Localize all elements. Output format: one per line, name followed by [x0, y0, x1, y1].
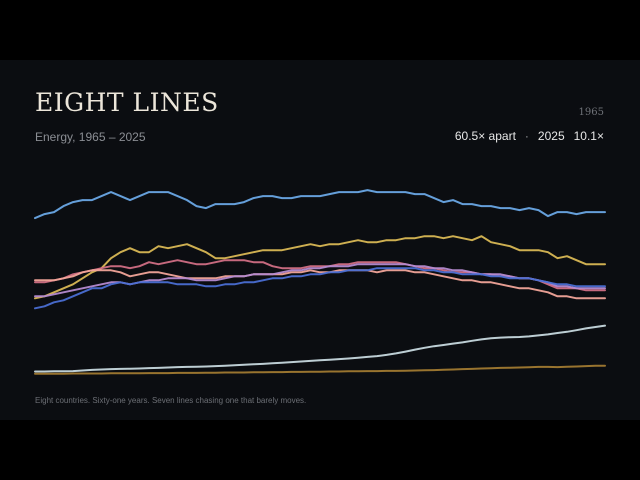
line-chart: [34, 189, 606, 375]
series-line-4: [34, 269, 606, 300]
readout-separator: ·: [524, 129, 529, 143]
series-line-8: [34, 364, 606, 375]
chart-footnote: Eight countries. Sixty-one years. Seven …: [35, 396, 307, 405]
readout-value: 10.1×: [573, 129, 604, 143]
chart-subtitle: Energy, 1965 – 2025: [35, 130, 146, 144]
series-line-1: [34, 189, 606, 220]
readout-ratio: 60.5× apart: [454, 129, 516, 143]
readout-year: 2025: [537, 129, 565, 143]
value-readout: 60.5× apart · 2025 10.1×: [455, 129, 604, 143]
chart-card: EIGHT LINES Energy, 1965 – 2025 1965 60.…: [0, 60, 640, 420]
series-line-7: [34, 324, 606, 373]
series-line-5: [34, 263, 606, 298]
series-line-2: [34, 235, 606, 300]
chart-title: EIGHT LINES: [35, 88, 219, 117]
corner-year-label: 1965: [578, 107, 604, 118]
series-line-6: [34, 267, 606, 310]
